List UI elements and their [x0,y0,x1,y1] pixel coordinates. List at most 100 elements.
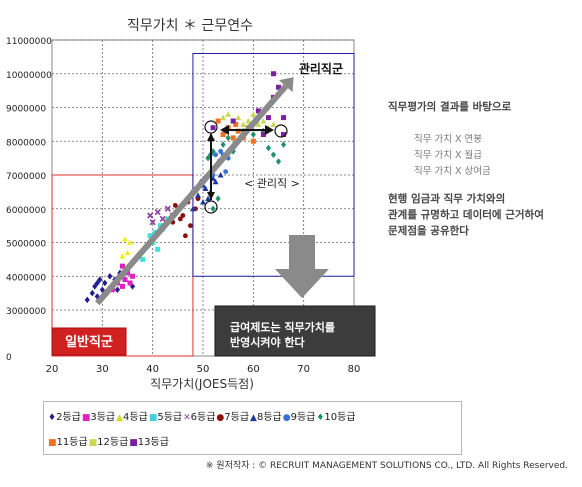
data-point-2등급 [89,289,95,297]
y-tick-label: 7000000 [6,172,46,182]
data-point-8등급 [200,199,206,205]
legend-symbol: ■ [48,438,57,448]
legend-label: 2등급 [56,412,81,423]
data-point-12등급 [225,111,232,117]
x-tick-label: 60 [247,364,260,375]
data-point-4등급 [124,249,131,256]
legend-row-1: ♦2등급■3등급▲4등급■5등급✕6등급●7등급▲8등급●9등급♦10등급 [48,408,357,423]
data-point-10등급 [210,148,216,155]
data-point-13등급 [210,125,216,131]
legend-symbol: ● [216,413,225,423]
legend-symbol: ▲ [250,413,257,423]
region-boxes [51,53,355,357]
data-point-2등급 [114,286,121,293]
side-conclusion-1: 현행 임금과 직무 가치와의 [388,193,506,205]
legend-item-9등급: ●9등급 [283,408,316,423]
horizontal-arrow-head-left [220,125,229,135]
legend-label: 4등급 [123,412,148,423]
data-point-12등급 [270,121,277,127]
legend-symbol: ● [282,413,291,423]
legend-item-13등급: ■13등급 [129,433,169,448]
data-point-2등급 [102,279,108,287]
y-tick-label: 5000000 [6,240,46,250]
y-tick-label: 3000000 [6,307,46,317]
side-heading: 직무평가의 결과를 바탕으로 [388,101,512,113]
data-point-12등급 [220,114,227,121]
data-point-4등급 [127,239,134,245]
legend-label: 3등급 [90,412,116,423]
legend-symbol: ▲ [116,413,124,423]
data-point-10등급 [270,151,277,158]
x-tick-label: 50 [197,364,210,375]
data-point-4등급 [121,236,128,242]
data-point-13등급 [230,118,236,124]
data-point-2등급 [107,273,113,280]
trend-arrow-head [278,77,294,93]
x-tick-label: 80 [348,364,361,375]
box-label-management: 관리직군 [299,61,343,76]
data-point-6등급 [149,219,156,226]
data-point-13등급 [265,115,271,121]
callout-line-1: 급여제도는 직무가치를 [230,320,335,334]
x-tick-label: 40 [146,364,159,375]
management-group-box [192,53,355,277]
data-point-11등급 [220,132,226,137]
y-tick-label: 0 [6,353,12,363]
data-point-2등급 [97,276,103,283]
x-tick-label: 20 [46,364,59,375]
data-point-13등급 [270,71,276,77]
data-point-2등급 [94,279,100,287]
data-point-7등급 [172,202,178,208]
annotation-management: < 관리직 > [244,177,300,190]
data-point-13등급 [260,132,266,137]
y-tick-label: 6000000 [6,206,46,216]
data-point-10등급 [265,144,272,152]
side-item-1: 직무 가치 X 연봉 [414,134,483,145]
y-tick-label: 11000000 [6,37,52,47]
legend-item-8등급: ▲8등급 [250,408,282,423]
legend-item-2등급: ♦2등급 [48,408,81,423]
chart-title: 직무가치 ＊ 근무연수 [127,18,253,34]
data-point-10등급 [220,141,226,148]
legend-symbol: ♦ [48,413,57,423]
y-tick-label: 8000000 [6,138,46,148]
data-point-10등급 [250,131,256,138]
box-label-general: 일반직군 [65,334,113,350]
data-point-13등급 [281,132,287,137]
vertical-arrow-head-bottom [207,192,215,200]
down-arrow-shape [275,235,329,298]
y-tick-label: 4000000 [6,273,46,283]
data-point-11등급 [235,128,241,134]
legend-label: 7등급 [224,412,250,423]
y-tick-label: 9000000 [6,105,46,115]
legend-symbol: ■ [88,438,98,448]
data-point-9등급 [218,148,224,154]
legend-label: 9등급 [290,412,316,423]
x-axis-ticks: 20 30 40 50 60 70 80 [46,364,361,375]
conclusion-callout: 급여제도는 직무가치를 반영시켜야 한다 [214,305,376,357]
data-point-5등급 [147,233,153,239]
highlight-circle-right [274,124,288,138]
trend-arrow-shaft [95,84,288,306]
data-point-11등급 [250,138,256,144]
data-point-3등급 [119,283,125,289]
legend-symbol: ♦ [316,413,325,423]
data-point-8등급 [212,178,219,185]
data-point-10등급 [215,195,221,202]
chart-legend: ♦2등급■3등급▲4등급■5등급✕6등급●7등급▲8등급●9등급♦10등급 ■1… [43,401,462,455]
data-point-12등급 [250,111,257,117]
data-point-12등급 [255,121,262,127]
legend-item-10등급: ♦10등급 [316,408,355,423]
data-point-6등급 [154,209,161,216]
data-point-5등급 [155,246,161,252]
data-point-11등급 [233,121,239,127]
data-point-2등급 [92,283,98,290]
data-point-8등급 [189,205,196,212]
x-axis-label: 직무가치(JOES득점) [150,377,254,391]
legend-label: 11등급 [56,437,88,448]
grid-lines [52,39,354,356]
data-point-3등급 [127,280,133,286]
legend-symbol: ■ [129,438,138,448]
side-item-2: 직무 가치 X 월급 [414,150,483,161]
